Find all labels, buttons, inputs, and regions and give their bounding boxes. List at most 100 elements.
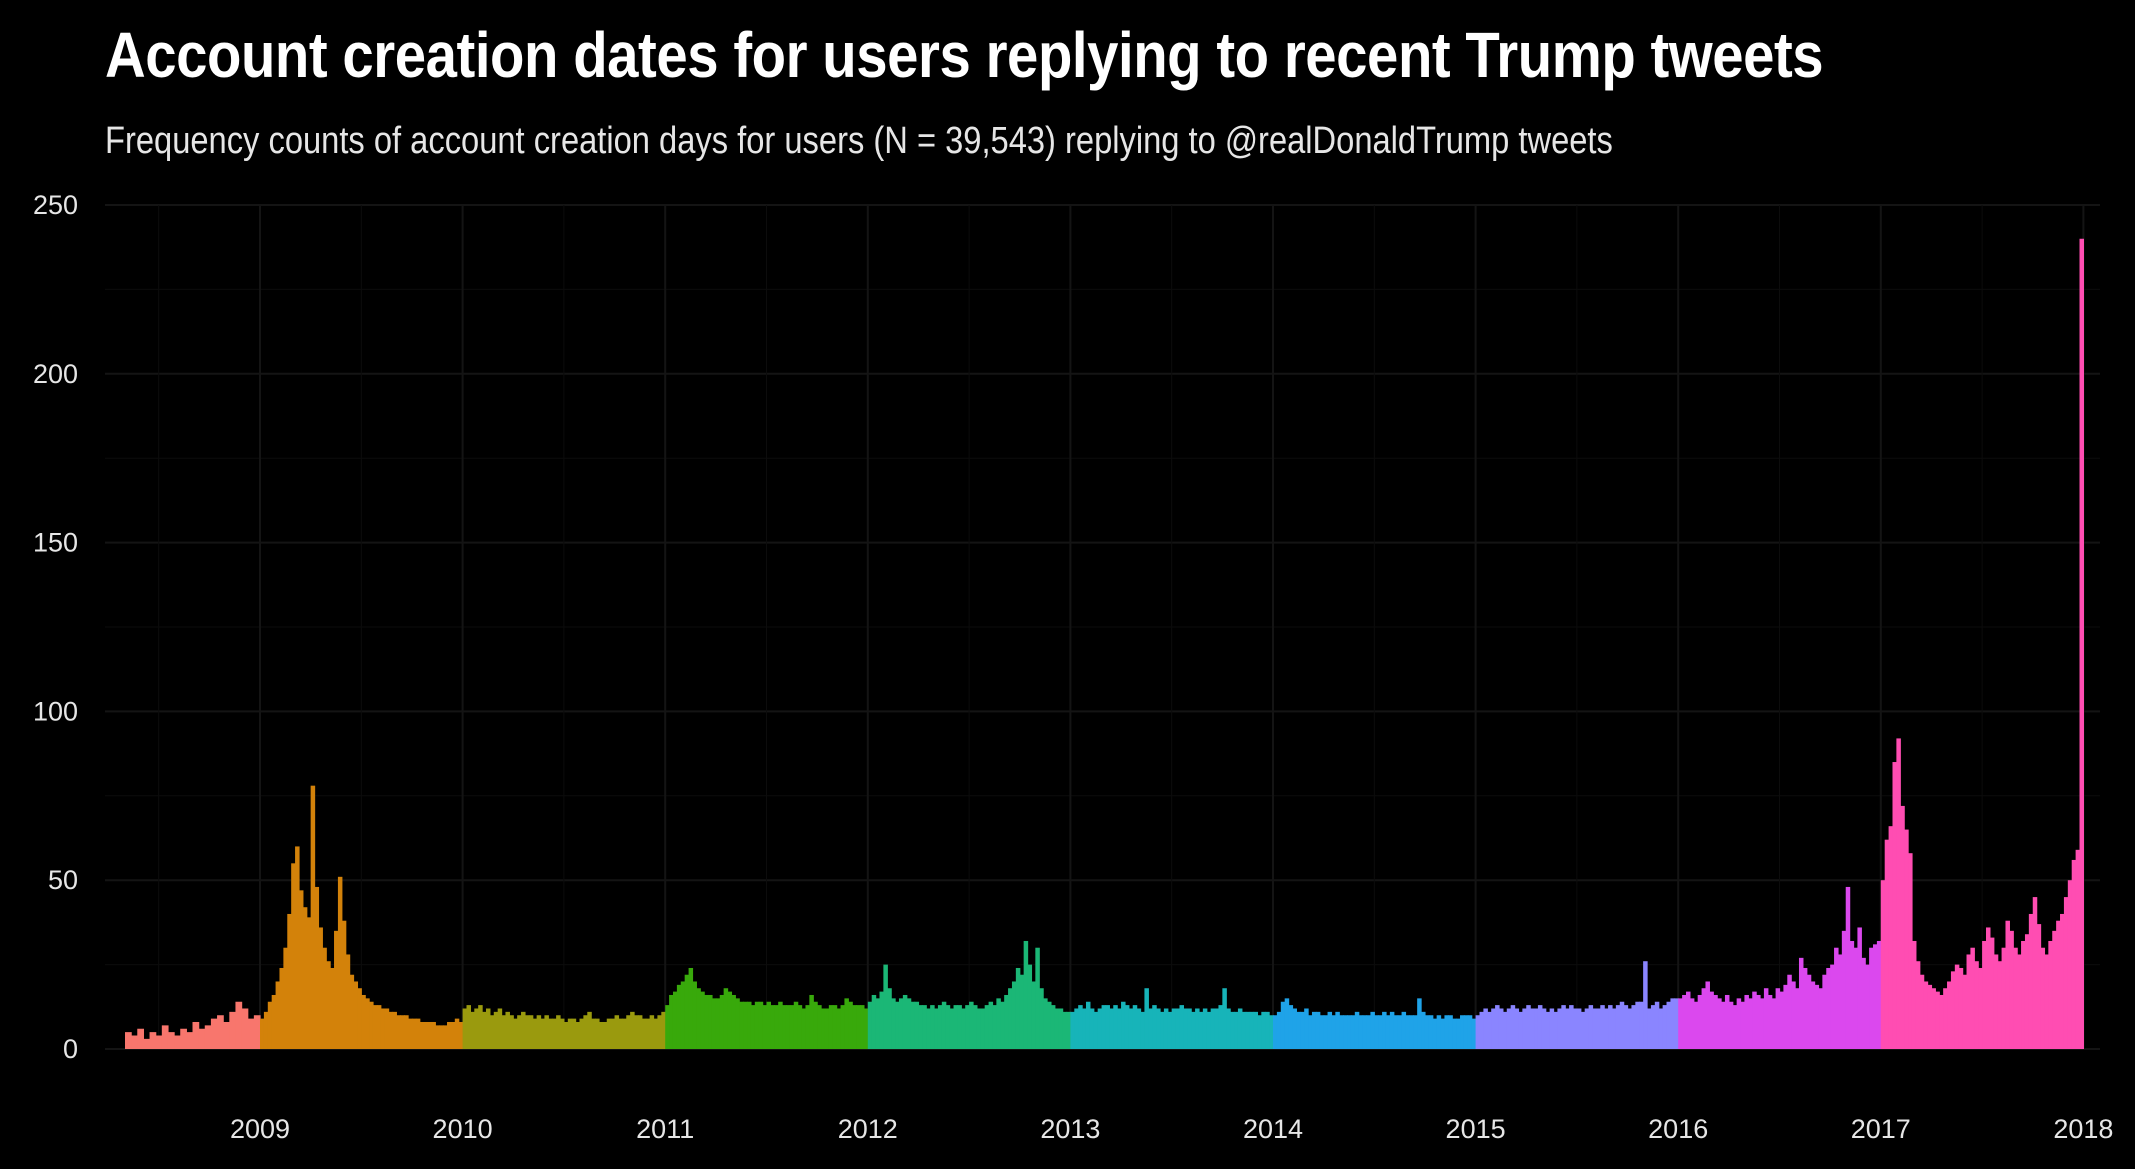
bar-2011-50 bbox=[856, 1005, 861, 1049]
bar-2016-45 bbox=[1849, 940, 1855, 1049]
bar-2012-43 bbox=[1031, 981, 1036, 1049]
bar-2010-7 bbox=[485, 1008, 491, 1049]
bar-2011-24 bbox=[754, 1001, 760, 1049]
bar-2010-26 bbox=[560, 1018, 565, 1049]
bar-2012-3 bbox=[875, 998, 881, 1049]
bar-2009-17 bbox=[322, 947, 327, 1049]
bar-2011-42 bbox=[824, 1008, 830, 1049]
bar-2011-20 bbox=[739, 1001, 744, 1049]
bar-2010-18 bbox=[528, 1015, 534, 1049]
bar-2017-7 bbox=[1904, 829, 1909, 1049]
bar-2011-7 bbox=[688, 967, 694, 1049]
bar-2017-39 bbox=[2028, 913, 2034, 1049]
bar-2011-45 bbox=[836, 1008, 842, 1049]
bar-2012-12 bbox=[910, 1001, 916, 1049]
bar-2011-41 bbox=[821, 1008, 826, 1049]
bar-2012-19 bbox=[937, 1005, 943, 1049]
bar-2013-11 bbox=[1109, 1008, 1114, 1049]
x-tick-label: 2012 bbox=[838, 1114, 898, 1144]
bar-2015-37 bbox=[1615, 1005, 1621, 1049]
bar-2017-11 bbox=[1919, 974, 1925, 1049]
bar-2016-51 bbox=[1873, 944, 1878, 1049]
bar-2016-39 bbox=[1826, 967, 1831, 1049]
bar-2014-7 bbox=[1296, 1011, 1301, 1049]
bar-2017-18 bbox=[1947, 981, 1952, 1049]
bar-2011-3 bbox=[672, 991, 678, 1049]
y-tick-label: 250 bbox=[33, 190, 78, 220]
bar-2017-51 bbox=[2075, 849, 2081, 1049]
bar-2014-14 bbox=[1323, 1015, 1329, 1049]
bar-2012-5 bbox=[883, 964, 888, 1049]
bar-2010-35 bbox=[595, 1018, 600, 1049]
bar-2010-9 bbox=[493, 1011, 499, 1049]
bar-2010-13 bbox=[509, 1015, 514, 1049]
bar-2010-16 bbox=[521, 1011, 526, 1049]
bar-2013-34 bbox=[1198, 1011, 1204, 1049]
bar-2016-27 bbox=[1779, 991, 1784, 1049]
bar-2009-50 bbox=[450, 1021, 456, 1049]
bar-2014-38 bbox=[1417, 998, 1422, 1049]
bar-2012-29 bbox=[976, 1008, 982, 1049]
bar-2016-10 bbox=[1713, 994, 1718, 1049]
bar-2012-24 bbox=[957, 1005, 962, 1049]
bar-2016-29 bbox=[1787, 974, 1792, 1049]
bar-2014-43 bbox=[1436, 1015, 1442, 1049]
bar-2014-8 bbox=[1300, 1011, 1305, 1049]
bar-2017-16 bbox=[1939, 994, 1944, 1049]
bar-2016-43 bbox=[1841, 930, 1847, 1049]
bar-2015-48 bbox=[1658, 1008, 1664, 1049]
bar-2015-31 bbox=[1592, 1008, 1597, 1049]
bar-2011-5 bbox=[680, 981, 686, 1049]
bar-2015-25 bbox=[1569, 1005, 1574, 1049]
bar-2014-32 bbox=[1393, 1015, 1399, 1049]
bar-2011-12 bbox=[708, 994, 713, 1049]
bar-2014-21 bbox=[1350, 1015, 1356, 1049]
bar-2014-29 bbox=[1382, 1011, 1387, 1049]
bar-2014-15 bbox=[1327, 1011, 1333, 1049]
bar-2017-33 bbox=[2005, 920, 2010, 1049]
bars bbox=[125, 238, 2084, 1049]
bar-2015-7 bbox=[1498, 1008, 1504, 1049]
bar-2014-17 bbox=[1335, 1011, 1340, 1049]
bar-2014-26 bbox=[1370, 1011, 1375, 1049]
bar-2010-22 bbox=[544, 1015, 549, 1049]
bar-2015-10 bbox=[1510, 1005, 1516, 1049]
bar-2013-22 bbox=[1152, 1005, 1157, 1049]
bar-2010-33 bbox=[587, 1011, 592, 1049]
bar-2009-19 bbox=[330, 967, 335, 1049]
bar-2017-1 bbox=[1880, 880, 1886, 1049]
bar-2009-1 bbox=[260, 1018, 265, 1049]
bar-2011-51 bbox=[860, 1005, 865, 1049]
bar-2013-52 bbox=[1269, 1015, 1274, 1049]
y-axis: 0 50 100 150 200 250 bbox=[33, 190, 78, 1064]
bar-2016-40 bbox=[1830, 964, 1835, 1049]
bar-2012-51 bbox=[1062, 1011, 1068, 1049]
bar-2012-10 bbox=[902, 994, 908, 1049]
bar-2008-3 bbox=[137, 1028, 145, 1049]
bar-2011-47 bbox=[844, 998, 849, 1049]
bar-2009-13 bbox=[306, 917, 312, 1049]
bar-2017-46 bbox=[2056, 920, 2061, 1049]
bar-2012-28 bbox=[973, 1005, 978, 1049]
bar-2016-3 bbox=[1685, 991, 1691, 1049]
bar-2016-11 bbox=[1717, 998, 1722, 1049]
bar-2011-21 bbox=[743, 1001, 748, 1049]
bar-2013-32 bbox=[1191, 1011, 1196, 1049]
bar-2015-49 bbox=[1662, 1005, 1668, 1049]
bar-2014-40 bbox=[1424, 1015, 1430, 1049]
bar-2017-28 bbox=[1986, 927, 1991, 1049]
bar-2011-40 bbox=[817, 1005, 822, 1049]
bar-2012-7 bbox=[891, 998, 896, 1049]
x-axis: 2009 2010 2011 2012 2013 2014 2015 2016 2017 2018 bbox=[230, 1114, 2113, 1144]
bar-2010-42 bbox=[622, 1018, 627, 1049]
bar-2010-43 bbox=[626, 1015, 631, 1049]
bar-2014-3 bbox=[1280, 1001, 1286, 1049]
bar-2013-26 bbox=[1167, 1011, 1173, 1049]
bar-2017-24 bbox=[1970, 947, 1975, 1049]
bar-2015-21 bbox=[1553, 1011, 1559, 1049]
bar-2017-23 bbox=[1966, 954, 1972, 1049]
bar-2013-31 bbox=[1187, 1008, 1192, 1049]
bar-2009-47 bbox=[439, 1025, 444, 1049]
bar-2013-12 bbox=[1113, 1005, 1118, 1049]
bar-2011-2 bbox=[669, 994, 674, 1049]
